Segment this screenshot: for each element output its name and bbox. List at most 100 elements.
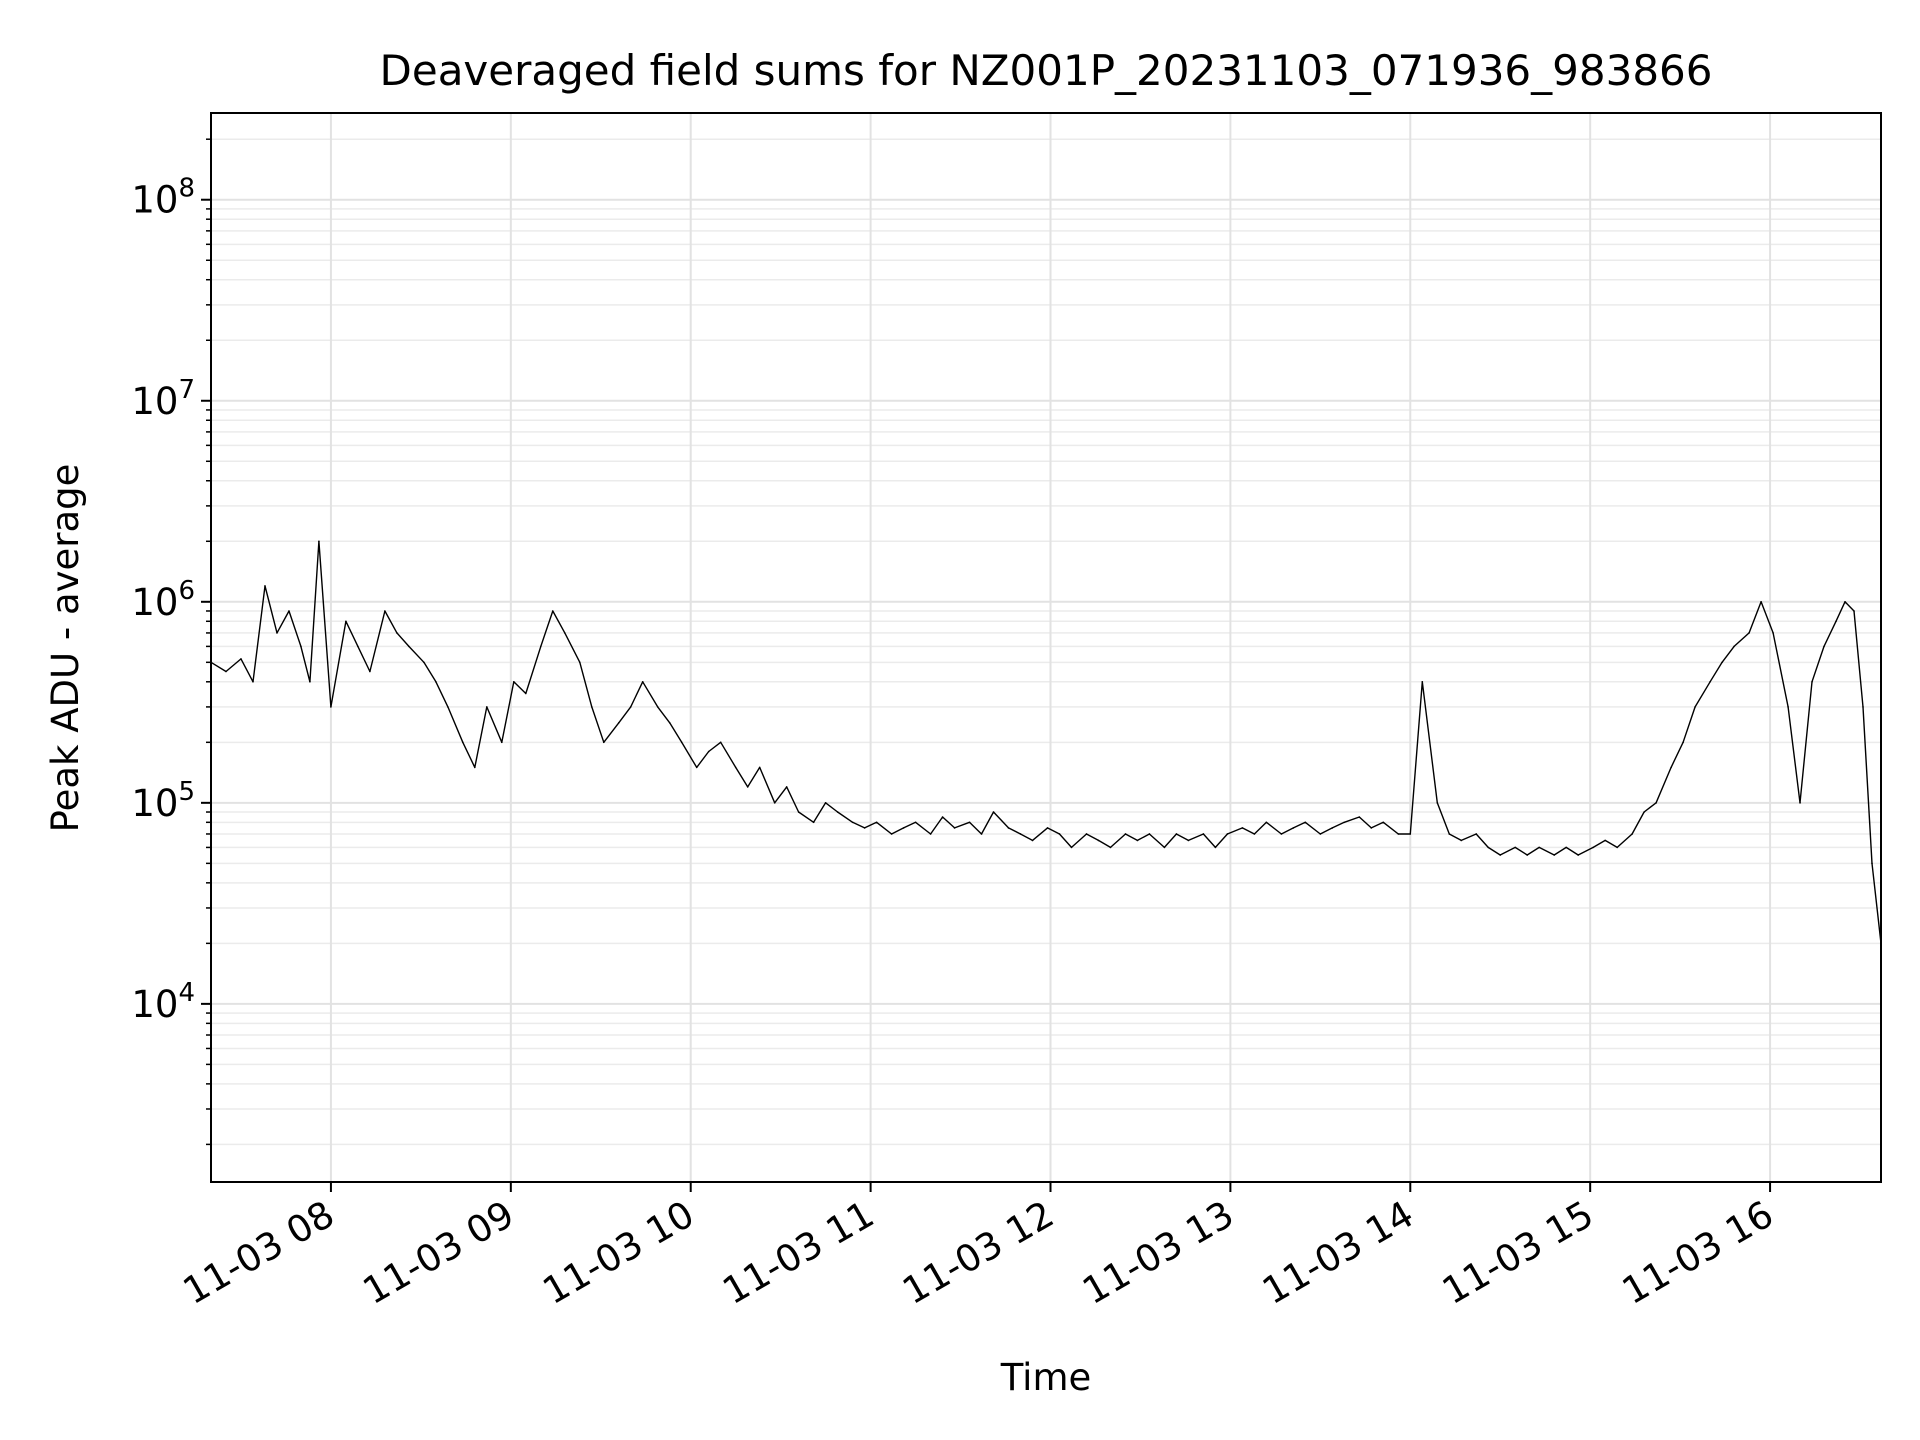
data-point — [252, 680, 254, 683]
data-point — [1343, 821, 1346, 824]
data-point — [719, 741, 722, 744]
data-point — [914, 821, 917, 824]
y-tick-label: 106 — [131, 576, 195, 624]
data-point — [1862, 706, 1864, 708]
data-point — [1835, 620, 1837, 623]
data-point — [851, 821, 854, 824]
data-point — [1694, 706, 1696, 708]
data-point — [1319, 833, 1322, 835]
data-point — [1787, 706, 1789, 708]
data-point — [1565, 846, 1567, 849]
data-point — [1304, 821, 1307, 824]
data-point — [1436, 802, 1439, 804]
y-tick-label: 105 — [131, 777, 195, 825]
data-point — [1421, 680, 1424, 683]
data-point — [513, 680, 515, 683]
data-point — [680, 741, 683, 744]
data-point — [1370, 827, 1373, 829]
data-point — [1748, 632, 1750, 634]
data-point — [1799, 802, 1801, 804]
data-point — [590, 706, 593, 708]
data-point — [890, 833, 893, 835]
chart-title: Deaveraged field sums for NZ001P_2023110… — [380, 46, 1713, 95]
data-point — [1214, 846, 1217, 849]
data-point — [1844, 600, 1846, 603]
y-tick-label: 108 — [131, 174, 195, 222]
series — [210, 540, 1882, 945]
data-point — [1175, 833, 1178, 835]
data-point — [300, 645, 302, 648]
data-point — [668, 722, 671, 724]
data-point — [1382, 821, 1385, 824]
data-point — [318, 540, 320, 543]
data-point — [1811, 680, 1813, 683]
data-point — [1046, 827, 1049, 829]
data-point — [941, 816, 944, 818]
data-point — [980, 833, 983, 835]
data-point — [968, 821, 971, 824]
data-point — [1709, 680, 1711, 683]
data-point — [953, 827, 956, 829]
data-point — [1538, 846, 1541, 849]
data-point — [551, 610, 554, 612]
data-point — [1577, 854, 1579, 856]
data-point — [1448, 833, 1451, 835]
data-point — [1475, 833, 1478, 835]
data-point — [1265, 821, 1268, 824]
data-point — [288, 610, 290, 612]
data-point — [1136, 839, 1139, 842]
data-point — [1760, 600, 1762, 603]
data-point — [1733, 645, 1735, 648]
data-point — [758, 766, 761, 769]
data-point — [656, 706, 659, 708]
data-point — [1031, 839, 1034, 842]
data-point — [797, 811, 800, 813]
data-point — [1019, 833, 1022, 835]
data-point — [435, 680, 437, 683]
data-point — [1280, 833, 1283, 835]
data-point — [578, 661, 581, 664]
data-point — [1226, 833, 1229, 835]
data-point — [1124, 833, 1127, 835]
data-point — [474, 766, 476, 769]
data-point — [264, 585, 266, 587]
data-point — [384, 610, 386, 612]
data-point — [1109, 846, 1112, 849]
data-point — [462, 741, 464, 744]
data-point — [1682, 741, 1684, 744]
y-tick-label: 107 — [131, 375, 195, 423]
data-point — [1202, 833, 1205, 835]
data-point — [902, 827, 905, 829]
data-point — [863, 827, 866, 829]
data-point — [1253, 833, 1256, 835]
plot-frame — [210, 112, 1882, 1183]
data-point — [1853, 610, 1855, 612]
data-point — [540, 645, 542, 648]
data-point — [563, 632, 566, 634]
data-point — [309, 680, 311, 683]
data-point — [1592, 846, 1594, 849]
data-point — [1772, 632, 1774, 634]
data-point — [1331, 827, 1334, 829]
data-point — [812, 821, 815, 824]
data-point — [875, 821, 878, 824]
data-point — [1655, 802, 1657, 804]
data-point — [1604, 839, 1606, 842]
data-point — [1241, 827, 1244, 829]
data-point — [707, 750, 710, 753]
data-point — [1871, 862, 1873, 865]
data-point — [785, 786, 788, 788]
data-point — [1187, 839, 1190, 842]
data-point — [695, 766, 698, 769]
data-point — [824, 802, 827, 804]
y-axis: 104 105 106 107 108 — [131, 138, 211, 1146]
data-point — [1070, 846, 1073, 849]
data-point — [369, 670, 371, 673]
data-point — [1631, 833, 1633, 835]
x-axis-label: Time — [1000, 1356, 1092, 1399]
series-line — [210, 540, 1882, 944]
data-point — [423, 661, 425, 664]
data-point — [1292, 827, 1295, 829]
